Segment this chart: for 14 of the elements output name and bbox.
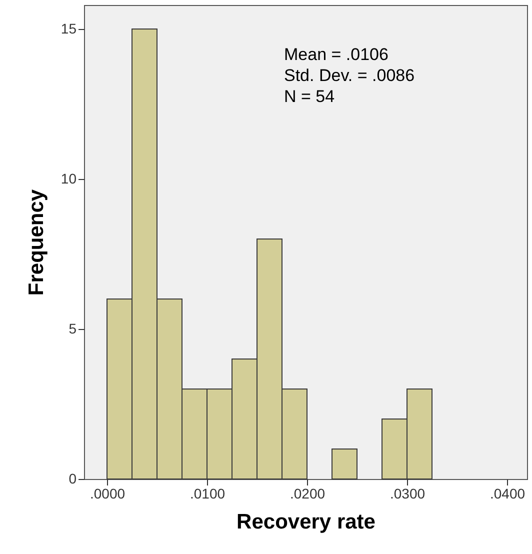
y-tick-label: 5	[68, 320, 77, 336]
y-tick-label: 10	[60, 170, 77, 186]
x-tick-label: .0400	[490, 486, 526, 502]
annotation: Mean = .0106	[284, 45, 388, 64]
annotation: Std. Dev. = .0086	[284, 66, 415, 85]
y-tick-label: 15	[60, 20, 77, 36]
x-axis-title: Recovery rate	[236, 510, 376, 534]
annotation: N = 54	[284, 87, 335, 106]
x-tick-label: .0300	[390, 486, 426, 502]
y-tick-label: 0	[68, 470, 77, 486]
x-tick-label: .0100	[190, 486, 226, 502]
y-axis-title: Frequency	[24, 189, 48, 296]
x-tick-label: .0200	[290, 486, 326, 502]
x-tick-label: .0000	[90, 486, 126, 502]
